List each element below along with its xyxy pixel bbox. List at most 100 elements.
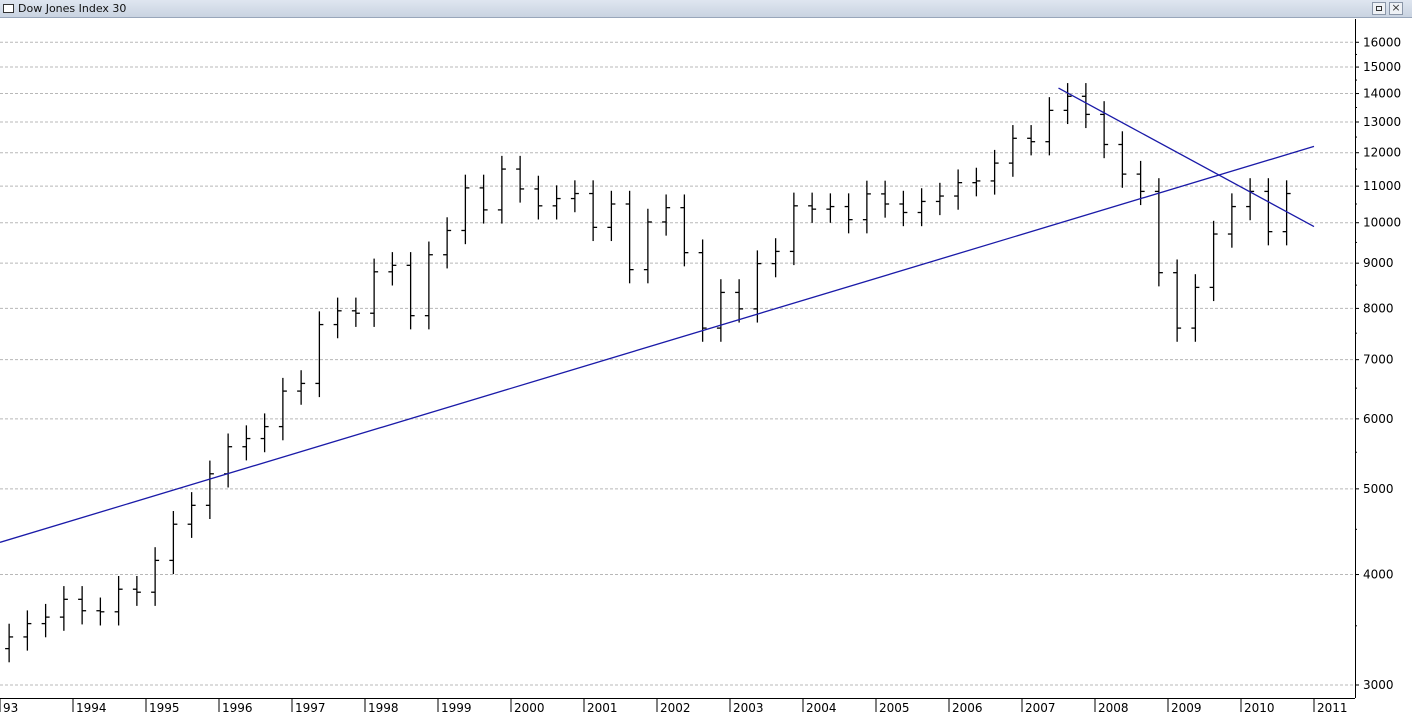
x-tick-label: 2004 [806, 701, 837, 715]
ohlc-bar [1227, 193, 1236, 248]
y-tick-label: 11000 [1363, 179, 1401, 193]
ohlc-bar [297, 370, 306, 405]
ohlc-bar [497, 155, 506, 224]
y-tick-label: 16000 [1363, 35, 1401, 49]
ohlc-bar [1209, 220, 1218, 302]
ohlc-bar [132, 575, 141, 606]
ohlc-bar [716, 279, 725, 342]
close-button[interactable]: × [1389, 1, 1403, 15]
ohlc-bar [114, 575, 123, 626]
x-tick-label: 2011 [1317, 701, 1348, 715]
window-icon [3, 4, 14, 13]
ohlc-bar [1063, 83, 1072, 125]
ohlc-bar [96, 597, 105, 626]
y-tick-label: 5000 [1363, 482, 1394, 496]
x-tick-label: 1999 [441, 701, 472, 715]
ohlc-bar [461, 174, 470, 245]
x-tick-label: 2002 [660, 701, 691, 715]
title-bar[interactable]: Dow Jones Index 30 × [0, 0, 1412, 18]
ohlc-bar [680, 194, 689, 267]
x-tick-label: 2008 [1098, 701, 1129, 715]
ohlc-bar [844, 193, 853, 234]
ohlc-bar [187, 492, 196, 538]
ohlc-bar [516, 155, 525, 203]
y-tick-label: 3000 [1363, 678, 1394, 692]
x-tick-label: 1994 [76, 701, 107, 715]
y-tick-label: 6000 [1363, 412, 1394, 426]
ohlc-bar [1008, 125, 1017, 177]
x-tick-label: 2007 [1025, 701, 1056, 715]
trendline [1058, 87, 1315, 228]
ohlc-bar [881, 180, 890, 218]
ohlc-bar [169, 511, 178, 575]
ohlc-bar [607, 190, 616, 242]
x-tick-label: 2003 [733, 701, 764, 715]
x-tick-label: 93 [3, 701, 18, 715]
ohlc-bar [589, 180, 598, 242]
x-tick-label: 2010 [1244, 701, 1275, 715]
ohlc-bar [662, 194, 671, 236]
x-tick-label: 2009 [1171, 701, 1202, 715]
ohlc-bar [570, 180, 579, 213]
ohlc-bar [643, 208, 652, 284]
ohlc-bar [753, 250, 762, 323]
ohlc-bar [826, 193, 835, 223]
y-tick-label: 15000 [1363, 60, 1401, 74]
y-tick-label: 12000 [1363, 146, 1401, 160]
ohlc-bar [1045, 97, 1054, 156]
restore-icon [1376, 6, 1382, 11]
ohlc-bar [789, 192, 798, 266]
ohlc-bar [224, 433, 233, 488]
ohlc-bar [1081, 83, 1090, 129]
y-tick-label: 14000 [1363, 87, 1401, 101]
ohlc-bar [278, 377, 287, 441]
x-tick-label: 1997 [295, 701, 326, 715]
ohlc-bar [41, 603, 50, 638]
window-title: Dow Jones Index 30 [18, 2, 127, 15]
x-tick-label: 2000 [514, 701, 545, 715]
ohlc-bar [205, 460, 214, 520]
y-tick-label: 9000 [1363, 256, 1394, 270]
ohlc-bar [424, 241, 433, 330]
ohlc-bar [552, 185, 561, 220]
ohlc-bar [1027, 125, 1036, 156]
ohlc-bar [443, 217, 452, 269]
y-tick-label: 7000 [1363, 353, 1394, 367]
x-tick-label: 2005 [879, 701, 910, 715]
ohlc-bar [954, 169, 963, 210]
ohlc-bar [333, 297, 342, 339]
ohlc-bar [917, 188, 926, 227]
x-tick-label: 2006 [952, 701, 983, 715]
ohlc-bar [23, 610, 32, 651]
ohlc-bar [388, 252, 397, 286]
ohlc-bar [1264, 178, 1273, 246]
ohlc-bar [1100, 101, 1109, 159]
y-tick-label: 13000 [1363, 115, 1401, 129]
x-tick-label: 1998 [368, 701, 399, 715]
restore-button[interactable] [1372, 2, 1386, 15]
ohlc-bar [1246, 178, 1255, 221]
close-icon: × [1391, 1, 1401, 14]
x-tick-label: 1996 [222, 701, 253, 715]
ohlc-bar [1282, 180, 1291, 246]
ohlc-bar [1154, 178, 1163, 287]
ohlc-bar [59, 586, 68, 631]
ohlc-bar [972, 167, 981, 197]
ohlc-bar [315, 311, 324, 398]
ohlc-bar [771, 238, 780, 278]
ohlc-bar [1191, 274, 1200, 342]
y-tick-label: 10000 [1363, 216, 1401, 230]
ohlc-bar [351, 297, 360, 327]
ohlc-bar [370, 258, 379, 327]
ohlc-bar [151, 547, 160, 606]
ohlc-bar [935, 182, 944, 216]
ohlc-bar [1173, 259, 1182, 342]
ohlc-bar [990, 149, 999, 195]
x-tick-label: 1995 [149, 701, 180, 715]
y-tick-label: 4000 [1363, 568, 1394, 582]
ohlc-bar [698, 239, 707, 342]
ohlc-bar [78, 586, 87, 625]
ohlc-bar [242, 425, 251, 461]
